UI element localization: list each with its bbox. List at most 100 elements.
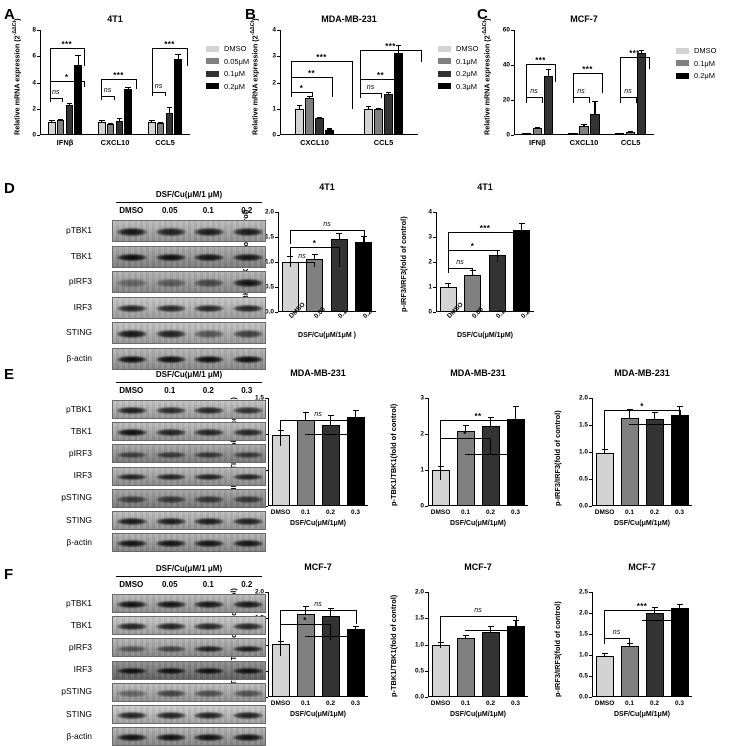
plot-area-D1: 0.0 0.5 1.0 1.5 2.0 DMSO 0.05 0.1 0.2 ns * ns	[265, 209, 376, 320]
y-tick	[277, 82, 280, 84]
legend-item-0.2μM[interactable]: 0.2μM	[676, 71, 717, 80]
x-axis-F3	[592, 696, 692, 697]
sig-bracket	[448, 268, 472, 269]
blot-strip-F-pTBK1	[112, 594, 266, 613]
error-cap	[462, 634, 469, 636]
panel-letter-b: B	[245, 6, 256, 23]
legend-item-0.2μM[interactable]: 0.2μM	[206, 82, 249, 91]
blot-strip-E-pSTING	[112, 488, 266, 508]
y-tick	[37, 30, 40, 31]
legend-item-0.1μM[interactable]: 0.1μM	[438, 57, 479, 66]
error-cap	[395, 44, 401, 47]
plot-area-B: 0 1 2 3 4 CXCL10 CCL5 * ** *** ns ** ***	[272, 27, 422, 147]
legend-item-0.1μM[interactable]: 0.1μM	[206, 69, 249, 78]
panel-letter-e: E	[4, 366, 15, 383]
blot-band-E-β-actin-lane3	[194, 540, 225, 547]
y-tick-label: 0	[32, 131, 36, 139]
legend-item-0.2μM[interactable]: 0.2μM	[438, 69, 479, 78]
legend-item-0.1μM[interactable]: 0.1μM	[676, 59, 717, 68]
sig-label: ns	[103, 87, 112, 94]
error-cap	[311, 254, 318, 256]
bar-E2-0.3	[506, 418, 525, 506]
bar-B-CXCL10-0.1μM	[305, 98, 314, 135]
error-cap	[534, 126, 540, 128]
blot-lane-label-D-DMSO: DMSO	[119, 206, 144, 215]
chart-title-E2: MDA-MB-231	[450, 368, 506, 378]
blot-band-F-STING-lane4	[232, 712, 263, 719]
legend-label-0.1μM: 0.1μM	[694, 58, 715, 68]
sig-bracket-leg	[84, 81, 85, 87]
blot-lane-label-F-0.1: 0.1	[202, 580, 214, 589]
sig-label: ns	[323, 221, 331, 228]
blot-band-E-pTBK1-lane2	[155, 407, 186, 414]
error-bar	[314, 254, 316, 259]
y-tick-label: 2.0	[578, 609, 588, 617]
sig-bracket-leg	[364, 230, 365, 244]
x-axis-title-D2: DSF/Cu(μM/1μM)	[456, 332, 513, 339]
legend-item-DMSO[interactable]: DMSO	[438, 44, 479, 53]
x-tick-label-0.3: 0.3	[350, 700, 361, 707]
legend-item-0.3μM[interactable]: 0.3μM	[438, 82, 479, 91]
blot-lane-label-E-0.3: 0.3	[241, 386, 253, 395]
error-cap	[518, 222, 525, 224]
sig-bracket-leg	[101, 79, 102, 100]
blot-band-D-β-actin-lane3	[194, 355, 225, 364]
bar-D2-0.1	[488, 255, 506, 312]
x-tick-label-DMSO: DMSO	[430, 509, 451, 516]
ylabel-superscript: -ΔΔCt	[12, 20, 18, 36]
blot-band-F-TBK1-lane1	[117, 623, 148, 630]
bar-D1-0.1	[330, 238, 348, 312]
y-tick-label: 0	[272, 131, 276, 139]
legend-swatch-DMSO	[438, 45, 451, 52]
chart-E2: MDA-MB-231 0 1 2 3 DMSO 0.1 0.2 0.3 * ** p-TBK1/TBK…	[388, 368, 548, 548]
sig-bracket-leg	[516, 420, 517, 440]
y-tick	[511, 30, 514, 31]
sig-bracket	[360, 79, 401, 80]
error-cap	[512, 406, 519, 408]
error-bar	[489, 416, 492, 426]
y-tick	[425, 398, 428, 399]
sig-bracket-leg	[573, 73, 574, 103]
chart-F3: MCF-7 0.0 0.5 1.0 1.5 2.0 2.5 DMSO 0.1 0.2 0.3 ns **…	[552, 562, 729, 737]
blot-band-E-TBK1-lane3	[194, 429, 225, 436]
error-bar	[594, 100, 596, 114]
sig-bracket-leg	[636, 97, 637, 103]
sig-bracket-leg	[314, 262, 315, 267]
error-cap	[327, 607, 334, 609]
plot-area-A: 0 2 4 6 8 IFNβ CXCL10 CCL5 ns * *** ns *** ns ***	[32, 27, 190, 147]
x-axis-D1	[278, 311, 376, 312]
sig-bracket-leg	[136, 79, 137, 89]
sig-label: ***	[316, 53, 327, 62]
error-cap	[336, 232, 343, 234]
chart-title-D2: 4T1	[477, 182, 493, 192]
legend-item-DMSO[interactable]: DMSO	[206, 44, 249, 53]
error-cap	[512, 619, 519, 621]
error-cap	[375, 107, 382, 110]
error-cap	[617, 132, 623, 134]
blot-band-D-STING-lane3	[194, 330, 225, 338]
error-cap	[175, 54, 181, 56]
x-group-label-IFNβ: IFNβ	[56, 138, 74, 147]
bar-E3-0.2	[645, 419, 664, 506]
y-tick	[265, 592, 268, 593]
y-axis-label-B: Relative mRNA expression (2-ΔΔCt)	[250, 18, 260, 135]
error-cap	[302, 605, 309, 607]
legend-item-DMSO[interactable]: DMSO	[676, 46, 717, 55]
error-bar	[678, 604, 681, 609]
error-cap	[487, 416, 494, 418]
x-axis-title-E1: DSF/Cu(μM/1μM)	[289, 520, 346, 527]
x-axis-A	[40, 134, 190, 135]
bar-E3-0.3	[670, 414, 689, 506]
blot-row-label-E-STING: STING	[66, 514, 92, 525]
sig-bracket	[290, 230, 364, 231]
sig-bracket-leg	[291, 61, 292, 97]
y-tick	[265, 644, 268, 646]
sig-bracket-leg	[280, 420, 281, 446]
x-axis-title-F2: DSF/Cu(μM/1μM)	[449, 711, 506, 718]
sig-label: *	[64, 73, 69, 82]
legend-item-0.05μM[interactable]: 0.05μM	[206, 57, 249, 66]
y-axis-F1	[268, 592, 269, 697]
chart-A: 4T1 0 2 4 6 8 IFNβ CXCL10 CCL5 ns * *** ns *** ns *** Re…	[10, 14, 249, 164]
blot-band-E-pTBK1-lane1	[117, 407, 148, 414]
